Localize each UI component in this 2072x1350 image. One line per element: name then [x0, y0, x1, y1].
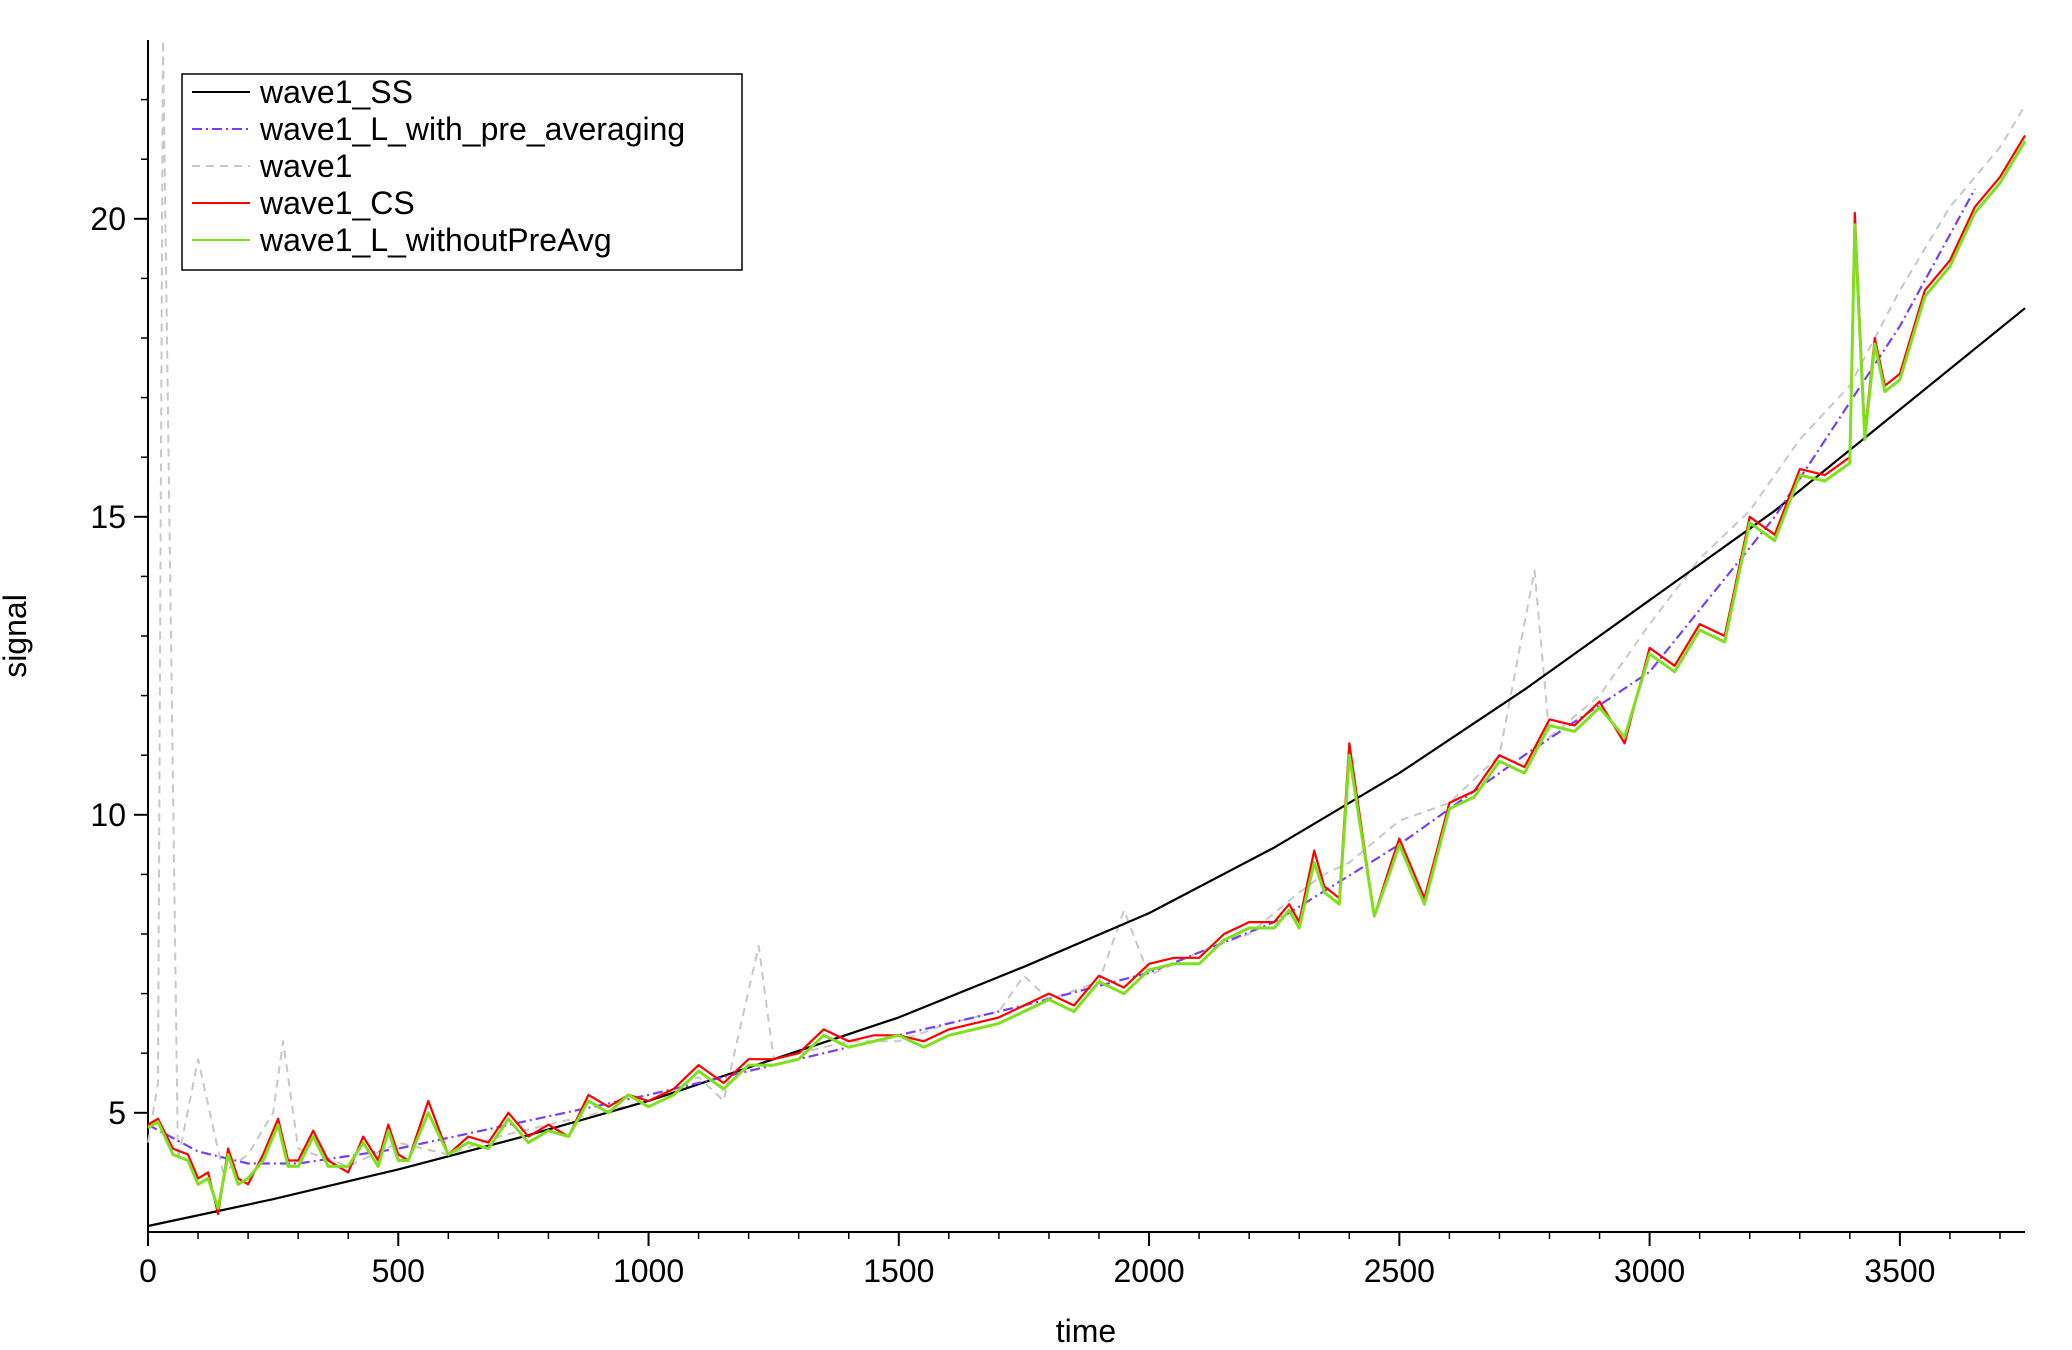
legend-label: wave1_CS — [259, 185, 415, 221]
x-tick-label: 3500 — [1864, 1253, 1935, 1289]
y-tick-label: 10 — [90, 797, 126, 833]
x-ticks: 0 500 1000 1500 2000 2500 3000 3500 — [139, 1232, 2001, 1289]
series-line-wave1-l-with-pre-averaging — [147, 188, 1976, 1165]
x-tick-label: 0 — [139, 1253, 157, 1289]
x-axis-title: time — [1056, 1313, 1116, 1349]
x-tick-label: 500 — [372, 1253, 425, 1289]
y-axis-title: signal — [0, 594, 33, 678]
x-tick-label: 1000 — [613, 1253, 684, 1289]
series-line-wave1-ss — [147, 307, 2026, 1228]
x-tick-label: 2000 — [1113, 1253, 1184, 1289]
y-tick-label: 20 — [90, 201, 126, 237]
y-tick-label: 15 — [90, 499, 126, 535]
series-line-wave1-l-withoutpreavg — [147, 140, 2027, 1210]
y-tick-label: 5 — [108, 1095, 126, 1131]
legend-box — [181, 73, 743, 271]
y-ticks: 5 10 15 20 — [90, 98, 148, 1131]
legend-label: wave1_L_withoutPreAvg — [259, 222, 612, 258]
x-tick-label: 2500 — [1364, 1253, 1435, 1289]
legend: wave1_SSwave1_L_with_pre_averagingwave1w… — [181, 73, 743, 271]
legend-label: wave1_L_with_pre_averaging — [259, 111, 685, 147]
x-tick-label: 1500 — [863, 1253, 934, 1289]
legend-label: wave1 — [259, 148, 353, 184]
x-tick-label: 3000 — [1614, 1253, 1685, 1289]
legend-items: wave1_SSwave1_L_with_pre_averagingwave1w… — [192, 74, 685, 258]
series-line-wave1-cs — [147, 134, 2026, 1216]
series-layer — [147, 39, 2027, 1228]
legend-label: wave1_SS — [259, 74, 413, 110]
